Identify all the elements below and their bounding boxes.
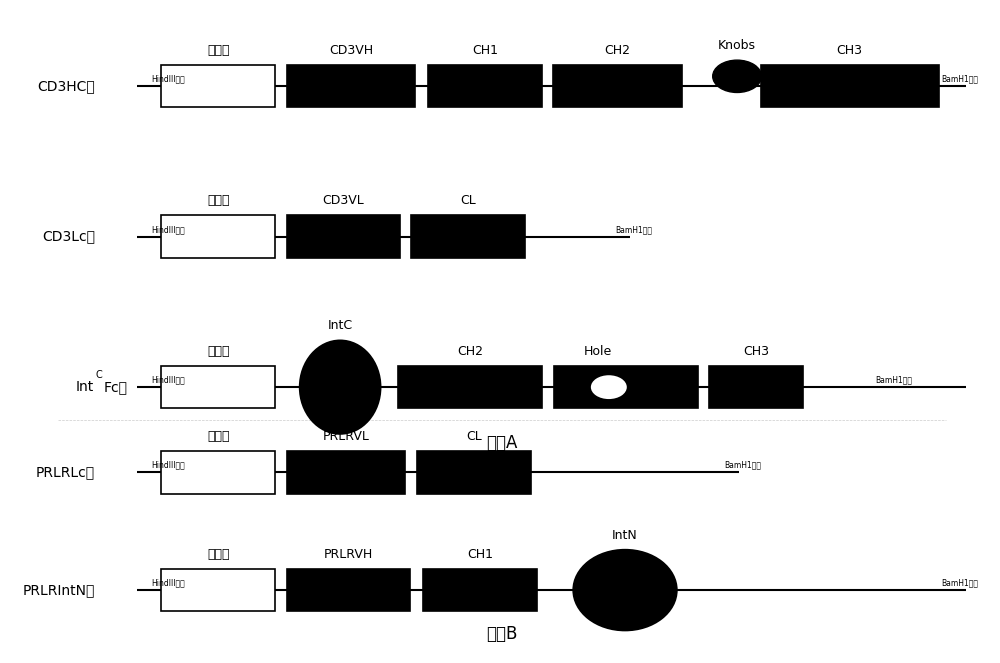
Text: BamH1位点: BamH1位点 [724, 461, 761, 469]
Bar [554, 366, 698, 408]
Text: 片段A: 片段A [486, 434, 518, 452]
Text: C: C [95, 371, 102, 381]
Text: HindIII位点: HindIII位点 [152, 225, 185, 234]
Text: 信号肽: 信号肽 [207, 430, 229, 443]
Text: 信号肽: 信号肽 [207, 44, 229, 57]
Ellipse shape [300, 340, 381, 434]
Text: CD3VL: CD3VL [323, 194, 364, 208]
Circle shape [713, 60, 762, 92]
Text: CD3Lc链: CD3Lc链 [42, 229, 95, 243]
Text: Hole: Hole [583, 345, 612, 358]
Text: CL: CL [460, 194, 476, 208]
Bar [161, 569, 275, 611]
Bar [161, 451, 275, 493]
Text: CH2: CH2 [605, 44, 631, 57]
Bar [287, 451, 405, 493]
Text: CH1: CH1 [472, 44, 498, 57]
Text: CD3HC链: CD3HC链 [37, 79, 95, 93]
Bar [423, 569, 537, 611]
Text: PRLRVL: PRLRVL [323, 430, 370, 443]
Bar [287, 569, 410, 611]
Circle shape [591, 375, 627, 399]
Text: 信号肽: 信号肽 [207, 548, 229, 561]
Bar [161, 215, 275, 258]
Bar [553, 65, 682, 107]
Text: Knobs: Knobs [718, 39, 756, 52]
Text: HindIII位点: HindIII位点 [152, 461, 185, 469]
Text: CL: CL [466, 430, 482, 443]
Text: CH3: CH3 [743, 345, 769, 358]
Text: IntC: IntC [328, 320, 353, 332]
Bar [428, 65, 542, 107]
Text: PRLRLc链: PRLRLc链 [36, 465, 95, 479]
Bar [161, 366, 275, 408]
Text: Fc链: Fc链 [103, 380, 127, 394]
Bar [161, 65, 275, 107]
Text: HindIII位点: HindIII位点 [152, 375, 185, 385]
Bar [417, 451, 531, 493]
Bar [761, 65, 939, 107]
Bar [398, 366, 542, 408]
Text: BamH1位点: BamH1位点 [942, 579, 979, 587]
Text: CH3: CH3 [837, 44, 863, 57]
Bar [287, 215, 400, 258]
Text: PRLRIntN链: PRLRIntN链 [23, 583, 95, 597]
Text: 信号肽: 信号肽 [207, 345, 229, 358]
Text: PRLRVH: PRLRVH [324, 548, 373, 561]
Text: HindIII位点: HindIII位点 [152, 579, 185, 587]
Text: BamH1位点: BamH1位点 [942, 74, 979, 84]
Bar [411, 215, 525, 258]
Text: IntN: IntN [612, 529, 638, 542]
Ellipse shape [573, 550, 677, 631]
Text: CH1: CH1 [467, 548, 493, 561]
Text: BamH1位点: BamH1位点 [616, 225, 653, 234]
Text: CH2: CH2 [457, 345, 483, 358]
Text: 信号肽: 信号肽 [207, 194, 229, 208]
Bar [709, 366, 803, 408]
Bar [287, 65, 415, 107]
Text: HindIII位点: HindIII位点 [152, 74, 185, 84]
Text: CD3VH: CD3VH [329, 44, 373, 57]
Text: Int: Int [76, 380, 94, 394]
Text: 片段B: 片段B [486, 625, 518, 643]
Text: BamH1位点: BamH1位点 [875, 375, 912, 385]
